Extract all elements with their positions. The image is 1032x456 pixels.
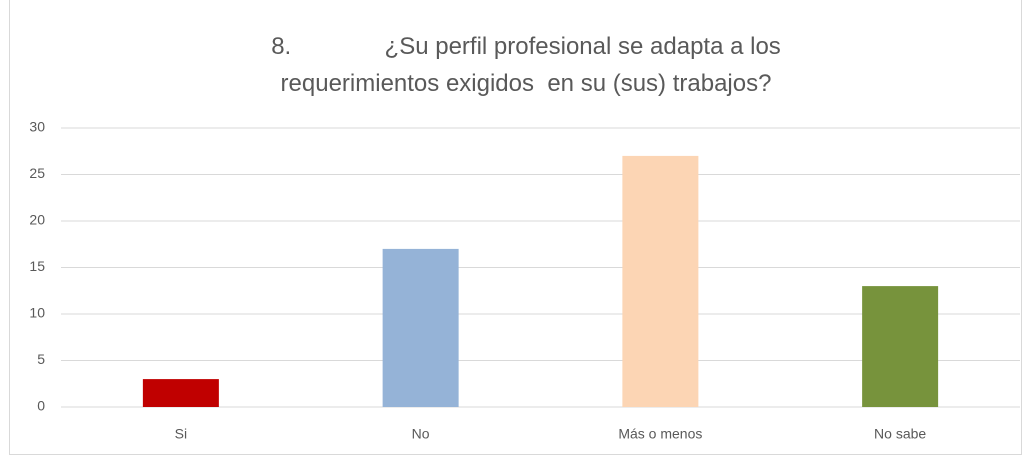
x-tick-label: No sabe [874, 426, 926, 442]
x-tick-label: Más o menos [618, 426, 702, 442]
bar [382, 248, 459, 407]
bar [142, 379, 219, 407]
y-tick-label: 15 [29, 258, 45, 274]
y-tick-label: 20 [29, 212, 45, 228]
y-tick-label: 25 [29, 165, 45, 181]
x-tick-label: No [412, 426, 430, 442]
y-tick-label: 30 [29, 119, 45, 135]
x-tick-label: Si [175, 426, 187, 442]
bar [862, 286, 939, 407]
chart-frame [9, 0, 1022, 455]
bar [622, 155, 699, 407]
chart-title: 8. ¿Su perfil profesional se adapta a lo… [271, 33, 788, 97]
y-tick-label: 5 [37, 351, 45, 367]
y-tick-label: 0 [37, 398, 45, 414]
y-tick-label: 10 [29, 305, 45, 321]
